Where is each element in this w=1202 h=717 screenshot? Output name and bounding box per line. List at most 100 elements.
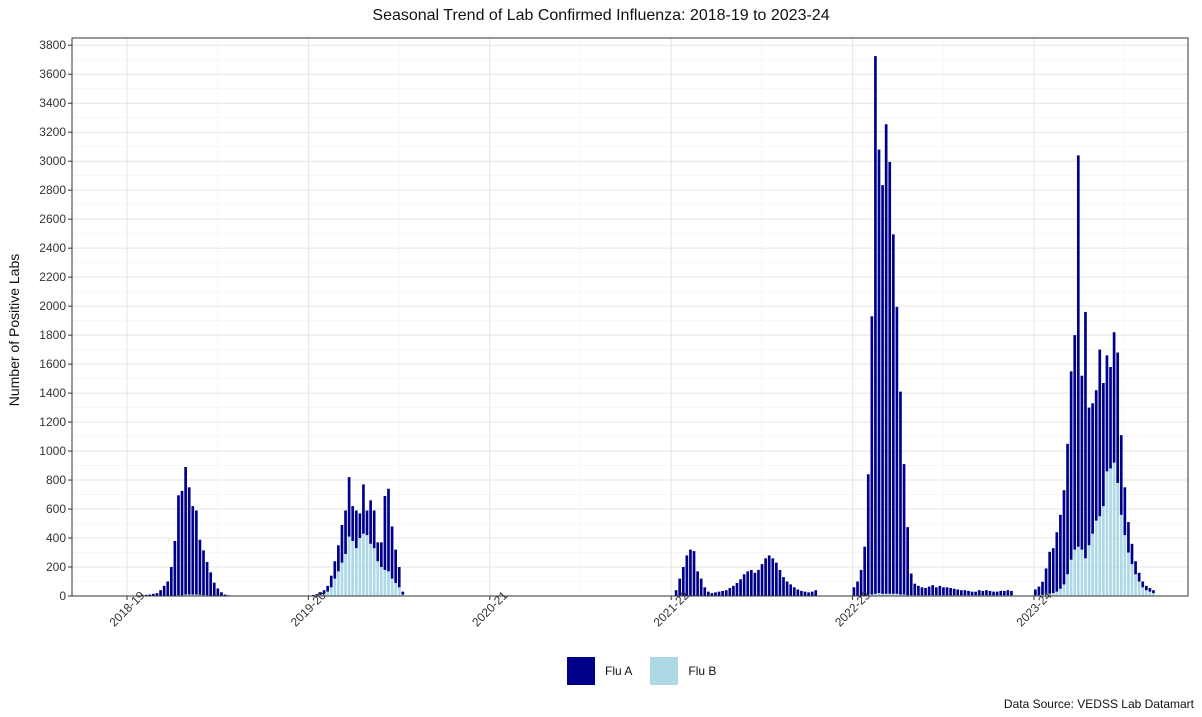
bar-flu-a	[198, 539, 202, 595]
bar-flu-a	[1037, 586, 1041, 596]
bar-flu-a	[749, 569, 753, 596]
bar-flu-a	[383, 495, 387, 570]
legend-swatch-flu-b	[650, 657, 679, 685]
bar-flu-a	[985, 590, 988, 596]
y-tick-label: 3000	[39, 154, 66, 168]
bar-flu-a	[874, 56, 877, 594]
bar-flu-a	[949, 588, 952, 596]
bar-flu-a	[710, 593, 714, 596]
bar-flu-b	[1116, 482, 1120, 596]
bar-flu-a	[863, 546, 867, 596]
bar-flu-b	[1084, 558, 1087, 596]
bar-flu-b	[1134, 574, 1137, 596]
y-tick-label: 800	[46, 473, 66, 487]
bar-flu-a	[333, 561, 337, 579]
plot-panel	[72, 38, 1188, 596]
bar-flu-a	[899, 391, 902, 595]
bar-flu-a	[692, 551, 696, 596]
bar-flu-a	[1080, 375, 1084, 550]
bar-flu-a	[209, 572, 213, 596]
bar-flu-b	[1144, 590, 1148, 596]
bar-flu-a	[340, 524, 344, 563]
bar-flu-b	[1102, 506, 1105, 596]
bar-flu-b	[1041, 594, 1044, 596]
bar-flu-b	[326, 591, 329, 596]
bar-flu-a	[1051, 548, 1055, 594]
bar-flu-a	[963, 590, 967, 596]
bar-flu-a	[814, 590, 818, 596]
bar-flu-a	[742, 574, 746, 596]
bar-flu-b	[874, 593, 877, 596]
bar-flu-b	[376, 561, 380, 596]
bar-flu-a	[311, 594, 315, 596]
bar-flu-a	[1002, 590, 1006, 596]
bar-flu-a	[891, 234, 895, 594]
bar-flu-a	[746, 571, 750, 596]
bar-flu-a	[401, 591, 405, 595]
bar-flu-a	[319, 592, 322, 595]
y-tick-label: 200	[46, 560, 66, 574]
y-tick-label: 1400	[39, 386, 66, 400]
bar-flu-a	[753, 572, 757, 596]
bar-flu-b	[870, 594, 874, 596]
bar-flu-b	[397, 587, 401, 596]
bar-flu-b	[881, 593, 884, 596]
bar-flu-a	[1119, 435, 1123, 515]
bar-flu-b	[1087, 545, 1091, 596]
bar-flu-a	[362, 484, 365, 534]
bar-flu-a	[870, 316, 874, 595]
bar-flu-a	[1152, 590, 1155, 594]
bar-flu-a	[992, 591, 995, 596]
bar-flu-a	[372, 510, 376, 549]
bar-flu-b	[1098, 516, 1102, 596]
bar-flu-a	[942, 587, 945, 596]
bar-flu-b	[394, 582, 397, 596]
bar-flu-b	[1076, 546, 1080, 596]
legend-item-flu-a: Flu A	[567, 657, 632, 685]
data-source-note: Data Source: VEDSS Lab Datamart	[1003, 697, 1194, 711]
bar-flu-b	[319, 594, 322, 596]
bar-flu-a	[1010, 590, 1013, 596]
bar-flu-a	[760, 564, 764, 596]
bar-flu-b	[1141, 587, 1145, 596]
bar-flu-a	[155, 593, 159, 596]
bar-flu-b	[369, 543, 372, 596]
bar-flu-a	[152, 593, 155, 596]
y-tick-label: 3600	[39, 67, 66, 81]
bar-flu-a	[757, 569, 760, 596]
bar-flu-a	[956, 589, 960, 596]
bar-flu-b	[1080, 549, 1084, 596]
bar-flu-b	[337, 571, 340, 596]
bar-flu-a	[1109, 367, 1112, 469]
bar-flu-b	[390, 578, 394, 596]
bar-flu-b	[1059, 588, 1062, 596]
bar-flu-a	[397, 567, 401, 588]
y-tick-label: 1800	[39, 328, 66, 342]
bar-flu-a	[974, 591, 977, 596]
bar-flu-b	[1069, 559, 1073, 596]
y-tick-label: 0	[59, 589, 66, 603]
bar-flu-a	[1073, 335, 1077, 550]
bar-flu-a	[782, 577, 785, 596]
bar-flu-a	[917, 585, 920, 596]
bar-flu-a	[369, 500, 372, 544]
bar-flu-a	[1048, 551, 1051, 594]
bar-flu-a	[1076, 155, 1080, 547]
bar-flu-b	[866, 594, 870, 596]
bar-flu-a	[732, 585, 735, 596]
bar-flu-b	[340, 562, 344, 596]
bar-flu-a	[322, 590, 326, 594]
bar-flu-a	[888, 161, 892, 594]
legend: Flu A Flu B	[567, 657, 734, 685]
bar-flu-b	[1112, 462, 1116, 596]
bar-flu-a	[1091, 403, 1094, 534]
bar-flu-a	[721, 590, 724, 596]
bar-flu-a	[877, 149, 881, 594]
bar-flu-a	[380, 542, 383, 568]
bar-flu-a	[1034, 589, 1037, 596]
bar-flu-a	[329, 575, 333, 588]
y-tick-label: 3400	[39, 96, 66, 110]
bar-flu-a	[927, 586, 931, 596]
bar-flu-a	[995, 591, 999, 596]
bar-flu-a	[724, 590, 728, 596]
